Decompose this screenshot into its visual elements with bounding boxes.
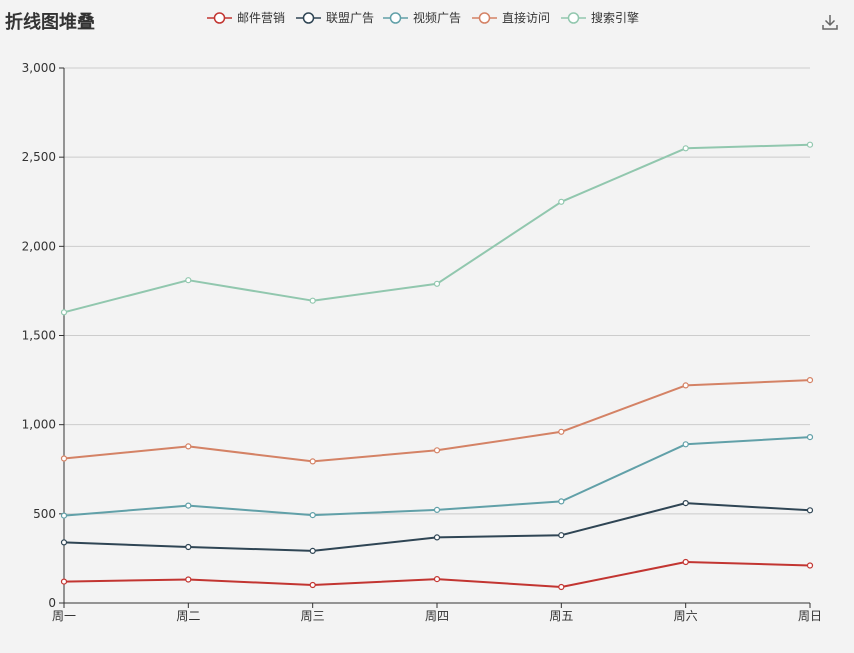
- data-point[interactable]: [682, 441, 689, 448]
- series-line: [63, 143, 811, 314]
- data-point[interactable]: [433, 575, 441, 583]
- data-point[interactable]: [185, 576, 192, 583]
- legend-item[interactable]: 邮件营销: [207, 11, 285, 25]
- data-point[interactable]: [558, 498, 565, 505]
- data-point[interactable]: [60, 578, 68, 585]
- legend-marker: [478, 12, 491, 24]
- data-point[interactable]: [682, 145, 689, 152]
- axes: 0 500 1,000 1,500 2,000 2,500 3,000 周一 周二 周三 周四 周五 周…: [22, 61, 822, 623]
- data-point[interactable]: [185, 543, 192, 551]
- data-point[interactable]: [558, 198, 565, 205]
- data-point[interactable]: [558, 532, 565, 539]
- data-point[interactable]: [558, 428, 565, 435]
- data-point[interactable]: [60, 455, 68, 462]
- series-搜索引擎: [60, 141, 814, 316]
- x-tick-label: 周六: [674, 609, 698, 623]
- legend-marker: [302, 12, 315, 24]
- legend-label: 搜索引擎: [591, 10, 639, 25]
- data-point[interactable]: [60, 512, 68, 519]
- data-point[interactable]: [309, 581, 316, 589]
- x-tick-label: 周二: [176, 609, 200, 623]
- legend-marker: [567, 12, 580, 24]
- y-tick-label: 1,500: [22, 329, 56, 343]
- data-point[interactable]: [185, 502, 192, 509]
- download-icon[interactable]: [820, 12, 840, 32]
- legend-item[interactable]: 联盟广告: [296, 11, 374, 25]
- legend-label: 视频广告: [413, 10, 461, 25]
- x-tick-label: 周一: [52, 609, 76, 623]
- data-point[interactable]: [558, 583, 565, 591]
- data-point[interactable]: [433, 534, 441, 541]
- data-point[interactable]: [309, 511, 316, 519]
- y-tick-label: 2,500: [22, 150, 56, 164]
- legend-label: 联盟广告: [326, 11, 374, 25]
- data-point[interactable]: [682, 558, 689, 566]
- data-point[interactable]: [682, 382, 689, 389]
- data-point[interactable]: [309, 297, 316, 304]
- y-tick-label: 2,000: [22, 239, 56, 253]
- data-point[interactable]: [309, 547, 316, 555]
- data-point[interactable]: [806, 562, 814, 569]
- legend-marker: [213, 12, 226, 24]
- legend-item[interactable]: 搜索引擎: [561, 10, 639, 25]
- series-line: [63, 561, 811, 588]
- series-group: [60, 141, 814, 591]
- data-point[interactable]: [60, 539, 68, 546]
- data-point[interactable]: [682, 500, 689, 507]
- legend-label: 邮件营销: [237, 11, 285, 25]
- x-tick-label: 周日: [798, 609, 822, 623]
- series-邮件营销: [60, 558, 814, 591]
- data-point[interactable]: [806, 141, 814, 148]
- data-point[interactable]: [433, 506, 441, 513]
- y-tick-label: 3,000: [22, 61, 56, 75]
- legend-marker: [389, 12, 402, 24]
- series-直接访问: [60, 377, 814, 465]
- legend-item[interactable]: 视频广告: [383, 10, 461, 25]
- chart-title: 折线图堆叠: [5, 11, 95, 33]
- data-point[interactable]: [806, 377, 814, 384]
- legend-label: 直接访问: [502, 10, 550, 25]
- x-tick-label: 周四: [425, 609, 449, 623]
- legend-item[interactable]: 直接访问: [472, 10, 550, 25]
- data-point[interactable]: [433, 280, 441, 287]
- data-point[interactable]: [60, 309, 68, 316]
- data-point[interactable]: [185, 277, 192, 284]
- y-tick-label: 0: [48, 596, 56, 610]
- data-point[interactable]: [309, 458, 316, 465]
- data-point[interactable]: [433, 447, 441, 454]
- y-tick-label: 1,000: [22, 418, 56, 432]
- legend: 邮件营销 联盟广告 视频广告 直接访问 搜索引擎: [207, 10, 639, 25]
- data-point[interactable]: [185, 443, 192, 450]
- grid-lines: [64, 67, 810, 515]
- x-tick-label: 周五: [549, 609, 573, 623]
- data-point[interactable]: [806, 507, 814, 514]
- data-point[interactable]: [806, 434, 814, 441]
- series-联盟广告: [60, 500, 814, 555]
- x-tick-label: 周三: [301, 609, 325, 623]
- y-tick-label: 500: [33, 507, 56, 521]
- series-视频广告: [60, 434, 814, 519]
